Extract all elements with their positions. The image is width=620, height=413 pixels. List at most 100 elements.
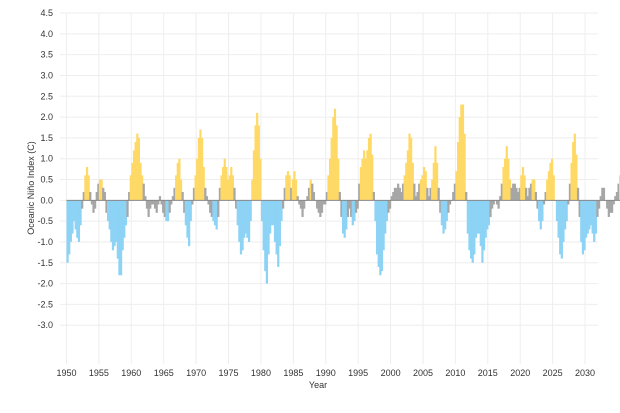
oni-bar <box>380 200 384 272</box>
x-tick-label: 1990 <box>316 368 336 378</box>
oni-bar <box>435 162 439 201</box>
oni-bar <box>487 200 491 226</box>
oni-bar <box>191 200 194 205</box>
oni-bar <box>94 200 97 209</box>
oni-bar <box>149 200 152 209</box>
oni-bar <box>256 112 259 201</box>
oni-bar <box>210 200 213 217</box>
oni-bar <box>492 200 495 205</box>
oni-bar <box>186 200 189 238</box>
oni-bar <box>489 200 492 217</box>
oni-bar <box>236 200 239 226</box>
oni-bar <box>105 200 108 213</box>
oni-bar <box>403 175 406 201</box>
oni-bar <box>129 175 132 201</box>
y-tick-label: 0.5 <box>40 175 53 185</box>
oni-bar <box>66 200 69 263</box>
x-tick-label: 2020 <box>510 368 530 378</box>
oni-bar <box>307 187 311 201</box>
oni-bar <box>551 158 554 201</box>
oni-bar <box>565 200 568 222</box>
y-tick-label: 3.0 <box>40 70 53 80</box>
oni-bar <box>173 187 176 201</box>
oni-bar <box>583 200 586 251</box>
oni-bar <box>132 150 136 201</box>
oni-bar <box>617 183 620 201</box>
oni-bar <box>575 154 578 201</box>
oni-bar <box>536 200 539 209</box>
oni-bar <box>541 200 544 222</box>
oni-bar <box>243 200 246 238</box>
oni-bar <box>312 191 316 201</box>
oni-bar <box>141 175 144 201</box>
y-axis-ticks: -3.0 -2.5 -2.0 -1.5 -1.0 -0.5 0.0 0.5 1.0 1.5 2.0 2… <box>37 8 53 330</box>
oni-bar <box>176 162 179 201</box>
oni-bar <box>316 200 319 209</box>
oni-bar <box>458 117 461 201</box>
oni-bar <box>455 171 458 201</box>
oni-bar <box>580 200 583 242</box>
oni-bar <box>241 200 244 251</box>
oni-bar <box>137 137 141 201</box>
oni-bar <box>142 183 145 201</box>
oni-bar <box>478 200 481 234</box>
oni-bar <box>533 179 536 201</box>
oni-bar <box>226 179 230 201</box>
oni-bar <box>614 196 617 201</box>
oni-bar <box>529 183 533 201</box>
oni-bar <box>385 200 388 222</box>
oni-bar <box>123 200 126 238</box>
oni-bar <box>157 200 160 205</box>
oni-bar <box>108 200 111 230</box>
oni-bar <box>419 179 422 201</box>
x-tick-label: 2010 <box>445 368 465 378</box>
oni-bar <box>72 200 76 222</box>
oni-bar <box>333 108 337 201</box>
oni-bar <box>563 200 567 230</box>
oni-bar <box>588 200 591 230</box>
oni-bar <box>371 154 374 201</box>
oni-bar <box>372 191 375 201</box>
oni-bar <box>557 200 560 238</box>
x-tick-label: 2005 <box>413 368 433 378</box>
oni-bar <box>513 183 516 201</box>
x-tick-label: 1995 <box>348 368 368 378</box>
oni-bar <box>444 200 447 230</box>
oni-bar <box>311 183 314 201</box>
oni-bar <box>589 200 593 226</box>
oni-bar <box>282 200 285 209</box>
oni-bar <box>606 200 609 209</box>
oni-bar <box>410 137 413 201</box>
oni-bar <box>294 179 298 201</box>
x-axis-ticks: 1950 1955 1960 1965 1970 1975 1980 1985 1990 1995… <box>56 368 595 378</box>
oni-bar <box>218 187 222 201</box>
oni-bar <box>546 179 549 201</box>
oni-bar <box>246 200 249 238</box>
oni-bar <box>578 200 581 217</box>
oni-bar <box>338 191 341 201</box>
oni-bar <box>552 175 555 201</box>
oni-bar <box>81 200 84 209</box>
oni-bar <box>387 200 390 213</box>
x-tick-label: 2030 <box>575 368 595 378</box>
oni-bar <box>68 200 71 255</box>
oni-bar <box>479 200 482 247</box>
oni-bar <box>98 179 102 201</box>
oni-bar <box>103 191 106 201</box>
oni-bar <box>567 200 570 205</box>
oni-bar <box>196 158 199 201</box>
oni-bar <box>390 196 393 201</box>
oni-bar <box>612 200 615 205</box>
oni-bar <box>602 187 606 201</box>
oni-bar <box>354 200 358 213</box>
oni-bar <box>329 158 332 201</box>
oni-bar <box>414 196 418 201</box>
oni-bar <box>102 187 105 201</box>
oni-bar <box>192 187 196 201</box>
oni-bar <box>388 200 392 209</box>
oni-bar <box>431 179 434 201</box>
oni-bar <box>544 191 547 201</box>
oni-bar <box>76 200 79 238</box>
oni-bar <box>445 200 448 222</box>
oni-bar <box>591 200 594 234</box>
